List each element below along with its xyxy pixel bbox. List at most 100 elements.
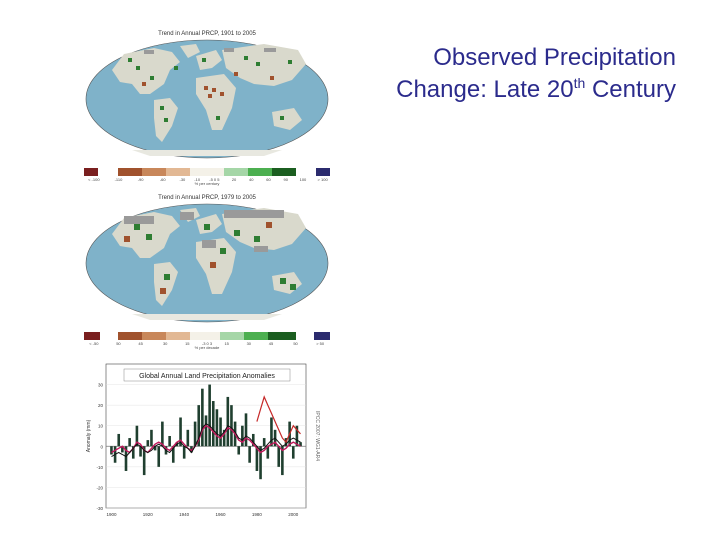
bar [168,436,171,447]
bar [251,433,255,447]
legend-tick: 15 [224,341,229,346]
legend-tick: 40 [249,177,254,182]
legend-tick: -60 [159,177,166,182]
grid-cell [160,106,164,110]
grid-cell [180,212,194,220]
legend-swatch [190,332,220,340]
x-tick-label: 1960 [216,512,227,517]
bar [142,446,146,476]
line-series [111,395,301,458]
bar [128,438,131,447]
legend-tick: -10 [194,177,201,182]
no-data-cells [144,48,276,54]
grid-cell [270,76,274,80]
bar [204,415,208,447]
grid-cell [164,274,170,280]
wetter-cells [134,224,296,290]
bar [121,446,124,453]
chart-svg: Global Annual Land Precipitation Anomali… [86,363,320,517]
drier-cells [124,222,272,294]
grid-cell [164,118,168,122]
land-antarctica [132,314,282,320]
bar [259,446,262,480]
bar [117,433,121,447]
wetter-cells [128,56,292,122]
legend-swatch [244,332,268,340]
legend-tick: -3 0 3 [201,341,213,346]
title-text-part: Century [585,76,676,103]
bar [146,440,150,447]
grid-cell [224,48,234,52]
grid-cell [216,116,220,120]
land-south-america [154,262,178,306]
x-tick-label: 1920 [143,512,154,517]
chart-title-box [123,368,291,382]
grid-cell [280,116,284,120]
side-note: IPCC 2007: WG1-AR4 [314,411,320,461]
bar [237,446,241,455]
y-tick-label: 20 [98,403,104,408]
legend-swatch [84,332,100,340]
land-asia [222,44,306,86]
y-ticks: 30 20 10 0 -10 -20 -30 [96,383,103,511]
legend-tick: 60 [266,177,271,182]
grid-cell [210,262,216,268]
x-tick-label: 1980 [252,512,263,517]
legend-swatch [142,332,166,340]
grid-cell [264,48,276,52]
legend-tick: < -50 [89,341,99,346]
legend-tick: < -100 [88,177,100,182]
bar [281,446,284,476]
grid-cell [202,58,206,62]
bar [171,446,175,463]
y-tick-label: 30 [98,383,104,388]
legend-swatch [142,168,166,176]
bar [197,405,201,447]
legend-color-bar [84,168,330,176]
legend-color-bar [84,332,330,340]
y-tick-label: 10 [98,424,104,429]
legend-unit: % per century [194,181,220,186]
world-map-image [85,203,329,323]
legend-tick: 50 [116,341,121,346]
grid-cell [224,210,284,218]
bar [262,438,266,447]
legend-swatch [118,168,142,176]
legend-swatch [268,332,296,340]
bar [255,446,259,471]
legend-tick: 45 [268,341,274,346]
map-title: Trend in Annual PRCP, 1979 to 2005 [158,195,256,201]
legend-swatch [166,168,190,176]
legend-unit: % per decade [194,345,220,350]
bar [208,384,211,447]
grid-cell [146,234,152,240]
bar [215,409,219,447]
legend-tick: 30 [246,341,252,346]
grid-cell [234,230,240,236]
grid-cell [290,284,296,290]
title-superscript: th [573,75,586,91]
legend-swatch [272,168,296,176]
bar [211,401,215,447]
bar [248,446,251,463]
legend-ticks: < -100 -110 -90 -60 -30 -10 -5 0 5 20 40… [84,177,330,185]
legend-swatch [248,168,272,176]
legend-tick: 90 [283,177,288,182]
legend-swatch [224,168,248,176]
grid-cell [202,240,216,248]
land-australia [272,108,302,130]
bar [153,446,157,451]
bar [186,429,190,447]
legend-ticks: < -50 50 45 30 15 -3 0 3 15 30 45 50 > 5… [84,341,330,349]
grid-cell [254,236,260,242]
legend-tick: 45 [138,341,143,346]
land-asia [222,208,306,250]
bar [241,425,244,447]
chart-title: Global Annual Land Precipitation Anomali… [139,373,275,380]
bar [270,417,273,447]
y-tick-label: -20 [96,485,103,490]
grid-cell [256,62,260,66]
bar [110,446,113,455]
bar [182,446,186,459]
world-map-image [85,39,329,159]
